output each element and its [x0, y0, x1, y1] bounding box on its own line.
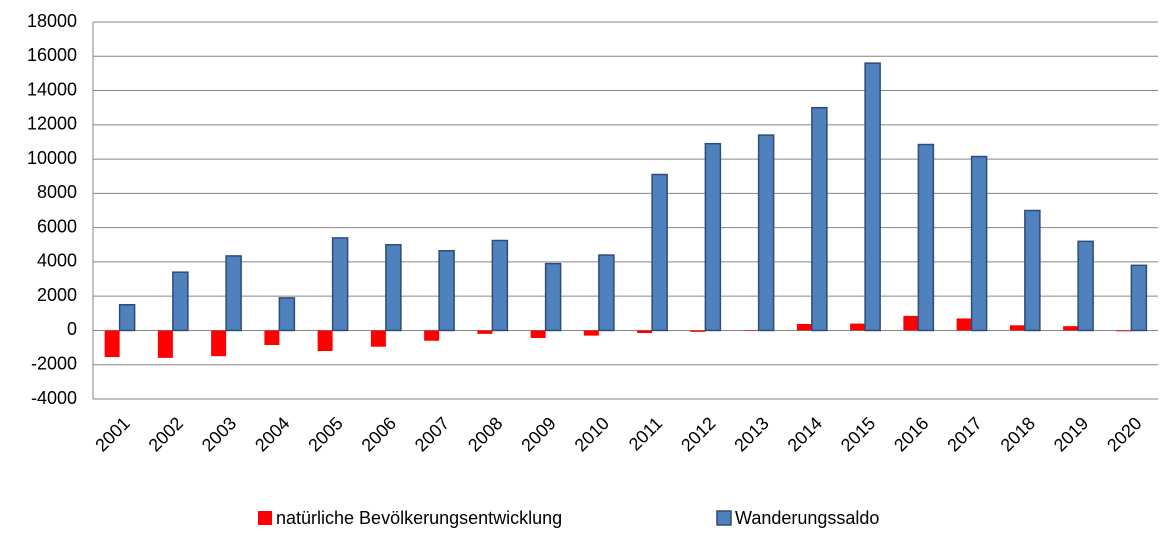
bar	[757, 134, 775, 332]
bar	[970, 155, 988, 332]
y-tick-label: -4000	[31, 388, 77, 408]
bar	[956, 318, 972, 331]
y-tick-label: -2000	[31, 353, 77, 373]
y-tick-label: 16000	[27, 45, 77, 65]
bar	[211, 330, 227, 357]
x-tick-label: 2017	[943, 413, 985, 455]
x-tick-label: 2008	[464, 413, 506, 455]
bar	[903, 315, 919, 331]
bar	[278, 297, 296, 332]
bar	[917, 143, 935, 332]
bar	[850, 323, 866, 331]
bar	[1116, 330, 1132, 332]
x-tick-label: 2001	[91, 413, 133, 455]
y-tick-label: 0	[67, 319, 77, 339]
bar	[743, 330, 759, 331]
y-tick-label: 2000	[37, 285, 77, 305]
bar	[118, 304, 136, 332]
bar	[317, 330, 333, 352]
bar	[438, 250, 455, 332]
x-tick-label: 2009	[517, 413, 559, 455]
x-tick-label: 2020	[1103, 413, 1145, 455]
x-tick-label: 2002	[145, 413, 187, 455]
y-tick-label: 18000	[27, 11, 77, 31]
legend-label: Wanderungssaldo	[735, 508, 879, 528]
bar	[690, 330, 706, 332]
x-tick-label: 2013	[730, 413, 772, 455]
y-tick-label: 4000	[37, 251, 77, 271]
bar	[157, 330, 173, 358]
bar	[104, 330, 120, 358]
x-tick-label: 2015	[837, 413, 879, 455]
x-tick-label: 2010	[571, 413, 613, 455]
x-tick-label: 2019	[1050, 413, 1092, 455]
bar	[225, 255, 242, 332]
legend-swatch	[716, 510, 732, 526]
bar	[1130, 264, 1148, 332]
bar	[1077, 240, 1094, 332]
bar	[385, 244, 402, 332]
bar	[530, 330, 546, 338]
y-tick-label: 10000	[27, 148, 77, 168]
x-tick-label: 2012	[677, 413, 719, 455]
y-tick-label: 12000	[27, 114, 77, 134]
bar	[477, 330, 493, 334]
bar	[1009, 325, 1025, 331]
x-tick-label: 2018	[997, 413, 1039, 455]
bar	[264, 330, 280, 346]
x-tick-label: 2003	[198, 413, 240, 455]
bar	[370, 330, 386, 347]
bar	[583, 330, 599, 336]
bar	[598, 254, 615, 332]
bar	[424, 330, 440, 341]
bar	[637, 330, 653, 334]
x-tick-label: 2011	[625, 413, 667, 455]
bar	[544, 262, 562, 332]
x-tick-label: 2016	[890, 413, 932, 455]
bar	[704, 142, 722, 332]
bar	[331, 237, 349, 332]
legend-label: natürliche Bevölkerungsentwicklung	[276, 508, 562, 528]
x-tick-label: 2005	[304, 413, 346, 455]
bar	[172, 271, 189, 332]
y-tick-label: 6000	[37, 216, 77, 236]
bar	[796, 323, 812, 331]
bar	[864, 62, 881, 332]
x-tick-label: 2004	[251, 413, 293, 455]
y-tick-label: 14000	[27, 79, 77, 99]
bar	[651, 173, 668, 332]
x-tick-label: 2006	[358, 413, 400, 455]
y-tick-label: 8000	[37, 182, 77, 202]
bar	[811, 106, 828, 332]
bar	[1024, 209, 1041, 332]
x-tick-label: 2007	[411, 413, 453, 455]
x-tick-label: 2014	[784, 413, 826, 455]
bar	[491, 239, 509, 332]
bar	[1063, 326, 1079, 331]
legend-swatch	[258, 511, 272, 525]
